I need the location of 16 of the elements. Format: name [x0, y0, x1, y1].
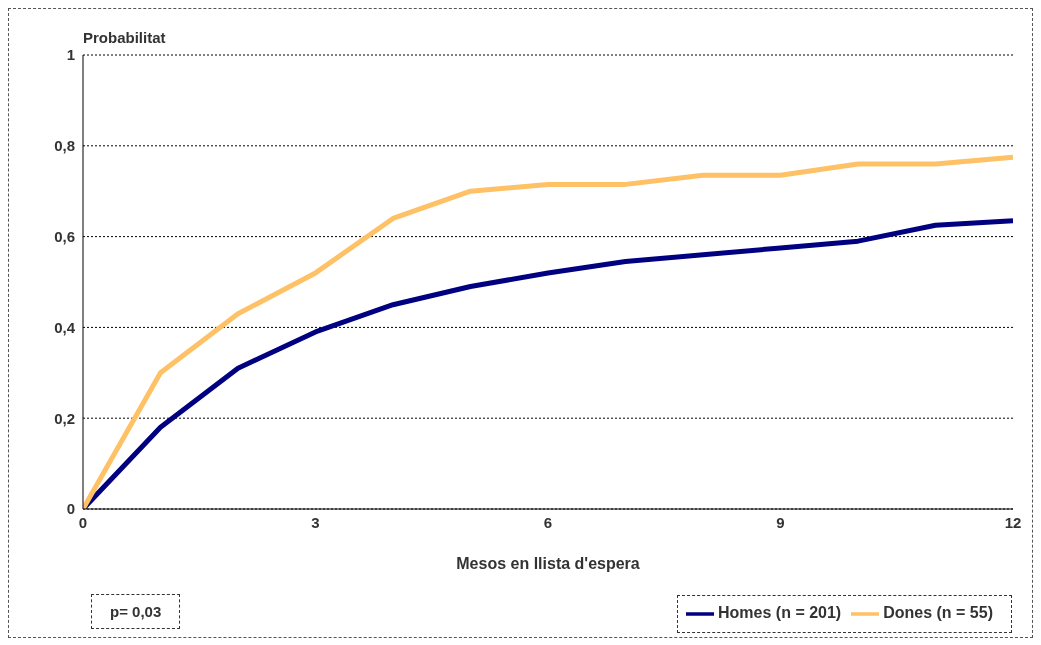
- y-tick-label: 0,2: [54, 409, 75, 427]
- x-tick-label: 12: [1004, 513, 1022, 531]
- x-tick-label: 0: [78, 513, 88, 531]
- y-tick-label: 0: [66, 500, 75, 518]
- x-tick-label: 9: [776, 513, 785, 531]
- text: p= 0,03: [91, 594, 181, 629]
- y-tick-label: 0,8: [54, 137, 75, 155]
- y-axis-title: Probabilitat: [83, 29, 166, 46]
- y-tick-label: 1: [66, 46, 75, 64]
- legend-label: Homes (n = 201): [718, 604, 842, 622]
- y-tick-label: 0,6: [54, 227, 75, 245]
- x-tick-label: 6: [543, 513, 553, 531]
- y-tick-label: 0,4: [54, 318, 76, 336]
- legend-label: Dones (n = 55): [883, 604, 993, 622]
- x-tick-label: 3: [311, 513, 320, 531]
- x-axis-title: Mesos en llista d'espera: [456, 555, 640, 572]
